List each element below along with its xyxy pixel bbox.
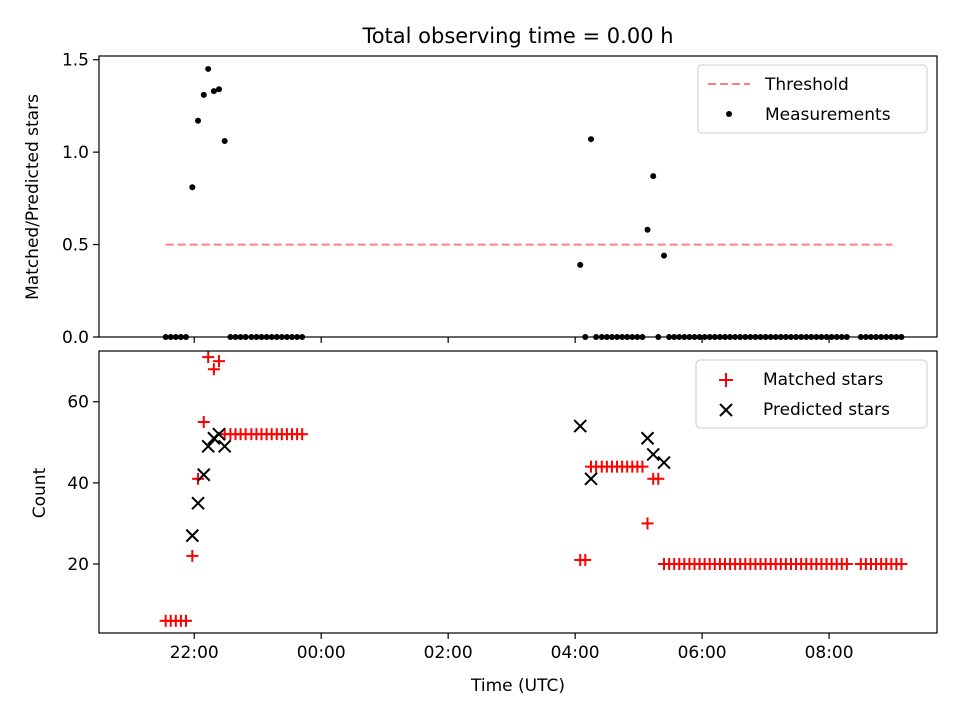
predicted-star-point [185, 528, 200, 543]
matched-star-point [197, 416, 210, 429]
count-legend-box [695, 359, 928, 429]
x-axis-label: Time (UTC) [470, 676, 565, 696]
predicted-star-point [657, 455, 671, 470]
y-tick-label: 1.5 [62, 51, 89, 71]
legend-measurements-swatch [726, 111, 732, 117]
matched-star-point [636, 460, 649, 473]
count-plot-area [159, 351, 908, 627]
predicted-star-point [191, 496, 205, 510]
ratio-x-ticks [193, 337, 830, 343]
measurement-point [661, 252, 668, 259]
matched-star-point [186, 549, 199, 562]
matched-star-point [641, 517, 654, 530]
matched-star-point [179, 614, 192, 627]
ratio-axes-frame [98, 55, 938, 338]
count-x-ticks: 22:00 00:00 02:00 04:00 06:00 08:00 [170, 633, 854, 663]
y-tick-label: 0.5 [62, 236, 89, 256]
measurement-point [210, 88, 217, 95]
y-tick-label: 40 [67, 474, 89, 494]
matched-star-point [296, 428, 309, 441]
matched-star-point [212, 355, 225, 368]
count-axes-frame [98, 350, 938, 634]
measurement-point [650, 173, 657, 180]
predicted-star-point [201, 439, 215, 454]
measurement-point [644, 226, 651, 233]
predicted-star-point [212, 427, 226, 441]
figure-title: Total observing time = 0.00 h [361, 24, 673, 48]
matched-star-point [652, 472, 665, 485]
ratio-legend: Threshold Measurements [697, 64, 928, 134]
measurement-point [205, 65, 212, 72]
legend-measurements-label: Measurements [765, 105, 891, 125]
y-tick-label: 0.0 [62, 328, 89, 348]
x-tick-label: 00:00 [297, 643, 346, 663]
matched-star-point [207, 363, 220, 376]
matched-star-point [840, 558, 853, 571]
x-tick-label: 04:00 [551, 643, 600, 663]
legend-matched-swatch [719, 373, 733, 387]
measurement-point [215, 86, 222, 93]
count-legend: Matched stars Predicted stars [695, 359, 928, 429]
count-y-axis-label: Count [30, 467, 50, 518]
ratio-legend-box [697, 64, 928, 134]
matched-star-point [579, 553, 592, 566]
matched-star-point [192, 472, 205, 485]
measurement-point [200, 91, 207, 98]
x-tick-label: 22:00 [170, 643, 219, 663]
x-tick-label: 02:00 [424, 643, 473, 663]
predicted-star-point [217, 439, 232, 454]
predicted-star-point [640, 431, 655, 445]
legend-predicted-swatch [719, 403, 733, 417]
legend-predicted-label: Predicted stars [763, 400, 890, 420]
measurement-point [195, 117, 202, 124]
legend-threshold-label: Threshold [764, 75, 849, 95]
predicted-star-point [584, 472, 598, 486]
count-panel: 20 40 60 22:00 00:00 02:00 04:00 06:00 08:00 Co… [30, 350, 938, 696]
ratio-y-ticks: 0.0 0.5 1.0 1.5 [62, 51, 99, 348]
matched-star-point [895, 558, 908, 571]
matched-star-point [202, 351, 215, 364]
y-tick-label: 20 [67, 555, 89, 575]
y-tick-label: 60 [67, 393, 89, 413]
ratio-panel: 0.0 0.5 1.0 1.5 Matched/Predicted stars Thr… [23, 51, 938, 348]
ratio-y-axis-label: Matched/Predicted stars [23, 94, 43, 300]
predicted-star-point [197, 468, 211, 482]
x-tick-label: 08:00 [805, 643, 854, 663]
measurement-point [189, 184, 196, 191]
predicted-star-point [573, 419, 587, 433]
predicted-star-point [646, 447, 660, 462]
measurement-point [577, 261, 584, 268]
legend-matched-label: Matched stars [763, 370, 883, 390]
measurement-point [221, 138, 228, 145]
count-y-ticks: 20 40 60 [67, 393, 99, 575]
y-tick-label: 1.0 [62, 143, 89, 163]
measurement-point [588, 136, 595, 143]
x-tick-label: 06:00 [678, 643, 727, 663]
